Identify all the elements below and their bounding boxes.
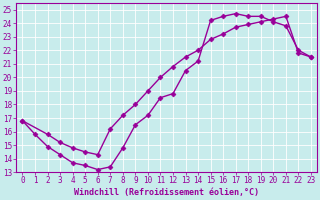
X-axis label: Windchill (Refroidissement éolien,°C): Windchill (Refroidissement éolien,°C) — [74, 188, 259, 197]
